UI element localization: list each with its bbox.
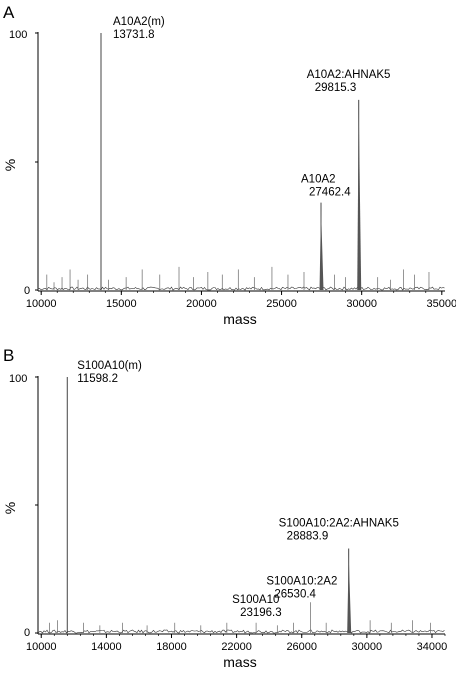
- panel-a-peak-value: 13731.8: [113, 29, 155, 41]
- panel-b-peak-label: S100A10:2A2:AHNAK5: [279, 518, 399, 530]
- panel-b-peak-label: S100A10: [232, 594, 279, 606]
- panel-b-xtick-label: 26000: [286, 641, 317, 653]
- panel-a-xtick-label: 10000: [26, 298, 57, 310]
- panel-a-peak-label: A10A2(m): [113, 16, 165, 28]
- panel-a-plot-area: 10000 15000 20000 25000 30000 35000 A10A2(m)13…: [26, 16, 456, 310]
- panel-a-xlabel: mass: [223, 311, 256, 327]
- panel-a-letter: A: [3, 3, 15, 22]
- panel-a-xtick-label: 30000: [346, 298, 377, 310]
- panel-b-ylabel: %: [2, 502, 18, 514]
- panel-b-peak-value: 23196.3: [240, 607, 282, 619]
- panel-a-peak-value: 27462.4: [309, 187, 351, 199]
- panel-a-ytick-0: 0: [24, 285, 30, 297]
- panel-b-xtick-label: 34000: [417, 641, 448, 653]
- panel-a-peak-value: 29815.3: [315, 82, 357, 94]
- panel-b-letter: B: [3, 346, 14, 365]
- panel-a-peak-shoulder: [319, 208, 324, 290]
- panel-a-xtick-label: 25000: [266, 298, 297, 310]
- panel-a-peak-shoulder: [357, 105, 362, 290]
- panel-a-peak-label: A10A2:AHNAK5: [307, 69, 391, 81]
- panel-a-ytick-100: 100: [9, 29, 27, 41]
- panel-b-xtick-label: 14000: [91, 641, 122, 653]
- panel-a-xtick-label: 20000: [186, 298, 217, 310]
- panel-b-baseline-trace: [37, 629, 445, 634]
- panel-b-ytick-100: 100: [9, 373, 27, 385]
- panel-b-xtick-label: 10000: [26, 641, 57, 653]
- panel-b-xtick-label: 30000: [352, 641, 383, 653]
- panel-a-peak-label: A10A2: [301, 174, 336, 186]
- panel-b-peak-value: 28883.9: [287, 531, 329, 543]
- panel-b-plot-area: 10000 14000 18000 22000 26000 30000 34000 S100A…: [26, 360, 447, 653]
- panel-a-ylabel: %: [2, 159, 18, 171]
- panel-b-peak-value: 11598.2: [77, 373, 118, 385]
- panel-a-xtick-label: 35000: [426, 298, 456, 310]
- panel-a-xtick-label: 15000: [106, 298, 137, 310]
- panel-b-peak-value: 26530.4: [274, 588, 316, 600]
- panel-b-xlabel: mass: [223, 654, 256, 670]
- panel-b-xtick-label: 22000: [221, 641, 252, 653]
- panel-b-ytick-0: 0: [24, 627, 30, 639]
- panel-b-peak-label: S100A10(m): [77, 360, 142, 372]
- panel-b-xtick-label: 18000: [156, 641, 187, 653]
- panel-a-baseline-trace: [37, 286, 445, 291]
- panel-b-peak-shoulder: [347, 554, 352, 633]
- panel-b-peak-label: S100A10:2A2: [266, 575, 337, 587]
